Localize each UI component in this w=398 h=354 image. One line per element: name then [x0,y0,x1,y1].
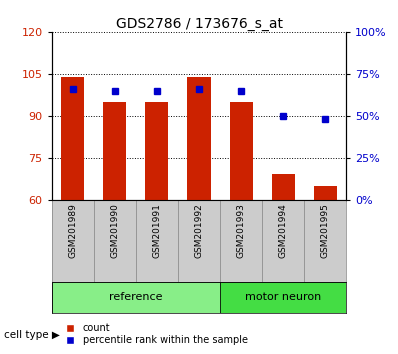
Title: GDS2786 / 173676_s_at: GDS2786 / 173676_s_at [115,17,283,31]
Text: GSM201994: GSM201994 [279,203,288,258]
Text: GSM201992: GSM201992 [195,203,203,258]
Bar [314,185,337,200]
Text: GSM201990: GSM201990 [110,203,119,258]
Text: GSM201993: GSM201993 [236,203,246,258]
Bar [220,281,346,313]
Bar [187,76,211,200]
Text: reference: reference [109,292,163,302]
Text: cell type ▶: cell type ▶ [4,330,60,339]
Bar [145,102,168,200]
Legend: count, percentile rank within the sample: count, percentile rank within the sample [57,319,252,349]
Text: GSM201989: GSM201989 [68,203,77,258]
Bar [271,175,295,200]
Bar [103,102,127,200]
Text: GSM201991: GSM201991 [152,203,162,258]
Text: motor neuron: motor neuron [245,292,321,302]
Bar [52,281,220,313]
Bar [61,76,84,200]
Bar [230,102,253,200]
Text: GSM201995: GSM201995 [321,203,330,258]
